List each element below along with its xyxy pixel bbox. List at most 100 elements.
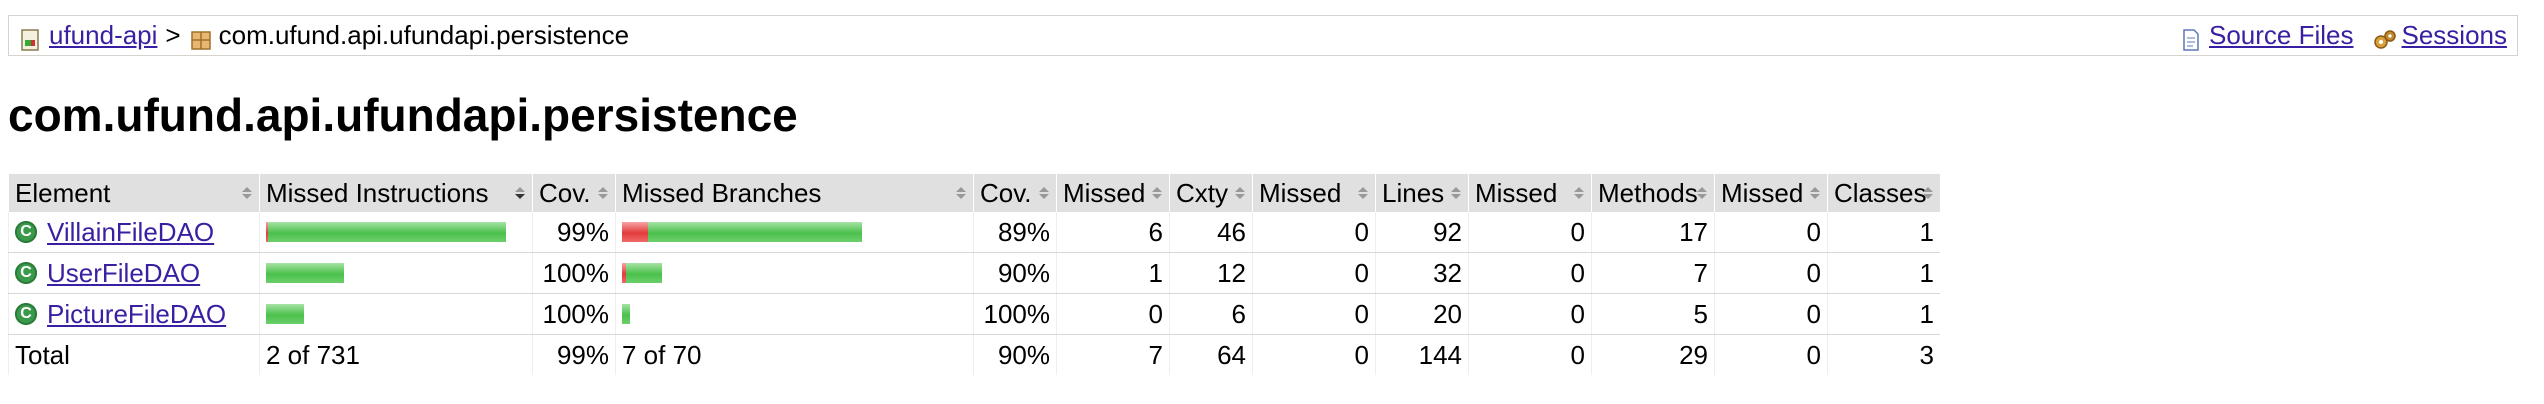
table-row: C VillainFileDAO 99% 89% 6 46 0 92 0 17 0 1 xyxy=(8,212,1940,253)
class-link[interactable]: UserFileDAO xyxy=(47,257,201,288)
column-header-instr-cov[interactable]: Cov. xyxy=(532,174,616,212)
total-missed-instructions: 2 of 731 xyxy=(259,334,533,375)
class-icon: C xyxy=(15,221,37,243)
page-title: com.ufund.api.ufundapi.persistence xyxy=(8,89,798,141)
covered-bar xyxy=(266,304,304,324)
table-header-row: Element Missed Instructions Cov. Missed … xyxy=(8,174,1940,212)
total-cxty: 64 xyxy=(1169,334,1253,375)
cxty: 12 xyxy=(1169,252,1253,294)
column-header-branch-cov[interactable]: Cov. xyxy=(973,174,1057,212)
missed-bar xyxy=(622,263,626,283)
missed-methods: 0 xyxy=(1468,252,1592,294)
covered-bar xyxy=(266,263,344,283)
total-missed-branches: 7 of 70 xyxy=(615,334,974,375)
missed-classes: 0 xyxy=(1714,293,1828,335)
column-header-missed-branches[interactable]: Missed Branches xyxy=(615,174,974,212)
missed-lines: 0 xyxy=(1252,212,1376,253)
missed-cxty: 0 xyxy=(1056,293,1170,335)
column-header-missed-lines[interactable]: Missed xyxy=(1252,174,1376,212)
missed-methods: 0 xyxy=(1468,212,1592,253)
column-header-cxty[interactable]: Cxty xyxy=(1169,174,1253,212)
class-icon: C xyxy=(15,303,37,325)
element-cell: C VillainFileDAO xyxy=(8,212,260,253)
column-header-missed-methods[interactable]: Missed xyxy=(1468,174,1592,212)
sort-icon xyxy=(242,187,252,199)
total-instr-cov: 99% xyxy=(532,334,616,375)
methods: 5 xyxy=(1591,293,1715,335)
sort-icon xyxy=(1358,187,1368,199)
lines: 32 xyxy=(1375,252,1469,294)
total-lines: 144 xyxy=(1375,334,1469,375)
lines: 92 xyxy=(1375,212,1469,253)
missed-cxty: 1 xyxy=(1056,252,1170,294)
missed-methods: 0 xyxy=(1468,293,1592,335)
classes: 1 xyxy=(1827,293,1940,335)
class-link[interactable]: PictureFileDAO xyxy=(47,298,227,329)
missed-classes: 0 xyxy=(1714,212,1828,253)
instr-cov: 100% xyxy=(532,293,616,335)
missed-instructions-bar xyxy=(259,252,533,294)
column-header-lines[interactable]: Lines xyxy=(1375,174,1469,212)
classes: 1 xyxy=(1827,212,1940,253)
breadcrumb: ufund-api > com.ufund.api.ufundapi.persi… xyxy=(8,15,2518,56)
sort-icon xyxy=(1574,187,1584,199)
missed-lines: 0 xyxy=(1252,293,1376,335)
total-label: Total xyxy=(8,334,260,375)
total-branch-cov: 90% xyxy=(973,334,1057,375)
sort-icon xyxy=(1152,187,1162,199)
total-missed-cxty: 7 xyxy=(1056,334,1170,375)
breadcrumb-separator: > xyxy=(165,20,181,50)
breadcrumb-package: com.ufund.api.ufundapi.persistence xyxy=(218,20,630,50)
methods: 17 xyxy=(1591,212,1715,253)
sort-icon xyxy=(1810,187,1820,199)
missed-classes: 0 xyxy=(1714,252,1828,294)
column-header-classes[interactable]: Classes xyxy=(1827,174,1940,212)
missed-lines: 0 xyxy=(1252,252,1376,294)
total-classes: 3 xyxy=(1827,334,1940,375)
source-files-link[interactable]: Source Files xyxy=(2209,20,2354,50)
column-header-missed-cxty[interactable]: Missed xyxy=(1056,174,1170,212)
missed-branches-bar xyxy=(615,212,974,253)
sessions-link[interactable]: Sessions xyxy=(2401,20,2508,50)
branch-cov: 90% xyxy=(973,252,1057,294)
classes: 1 xyxy=(1827,252,1940,294)
breadcrumb-project-link[interactable]: ufund-api xyxy=(49,20,158,50)
missed-instructions-bar xyxy=(259,293,533,335)
column-header-missed-instructions[interactable]: Missed Instructions xyxy=(259,174,533,212)
sort-icon xyxy=(1235,187,1245,199)
total-methods: 29 xyxy=(1591,334,1715,375)
covered-bar xyxy=(626,263,662,283)
covered-bar xyxy=(622,304,630,324)
sort-icon xyxy=(598,187,608,199)
total-missed-classes: 0 xyxy=(1714,334,1828,375)
column-header-methods[interactable]: Methods xyxy=(1591,174,1715,212)
missed-branches-bar xyxy=(615,293,974,335)
source-files-icon xyxy=(2179,24,2203,51)
coverage-table: Element Missed Instructions Cov. Missed … xyxy=(8,174,1940,375)
column-header-element[interactable]: Element xyxy=(8,174,260,212)
lines: 20 xyxy=(1375,293,1469,335)
package-icon xyxy=(189,24,213,50)
table-row: C PictureFileDAO 100% 100% 0 6 0 20 0 5 0 1 xyxy=(8,293,1940,335)
sort-icon xyxy=(1039,187,1049,199)
missed-branches-bar xyxy=(615,252,974,294)
instr-cov: 99% xyxy=(532,212,616,253)
total-missed-lines: 0 xyxy=(1252,334,1376,375)
sessions-icon xyxy=(2372,24,2396,49)
class-icon: C xyxy=(15,262,37,284)
methods: 7 xyxy=(1591,252,1715,294)
instr-cov: 100% xyxy=(532,252,616,294)
sort-icon xyxy=(956,187,966,199)
cxty: 6 xyxy=(1169,293,1253,335)
report-icon xyxy=(19,24,43,51)
total-missed-methods: 0 xyxy=(1468,334,1592,375)
covered-bar xyxy=(268,222,506,242)
cxty: 46 xyxy=(1169,212,1253,253)
column-header-missed-classes[interactable]: Missed xyxy=(1714,174,1828,212)
table-row: C UserFileDAO 100% 90% 1 12 0 32 0 7 0 1 xyxy=(8,252,1940,294)
sort-descending-icon xyxy=(515,187,525,199)
element-cell: C UserFileDAO xyxy=(8,252,260,294)
sort-icon xyxy=(1923,187,1933,199)
class-link[interactable]: VillainFileDAO xyxy=(47,216,215,247)
branch-cov: 100% xyxy=(973,293,1057,335)
